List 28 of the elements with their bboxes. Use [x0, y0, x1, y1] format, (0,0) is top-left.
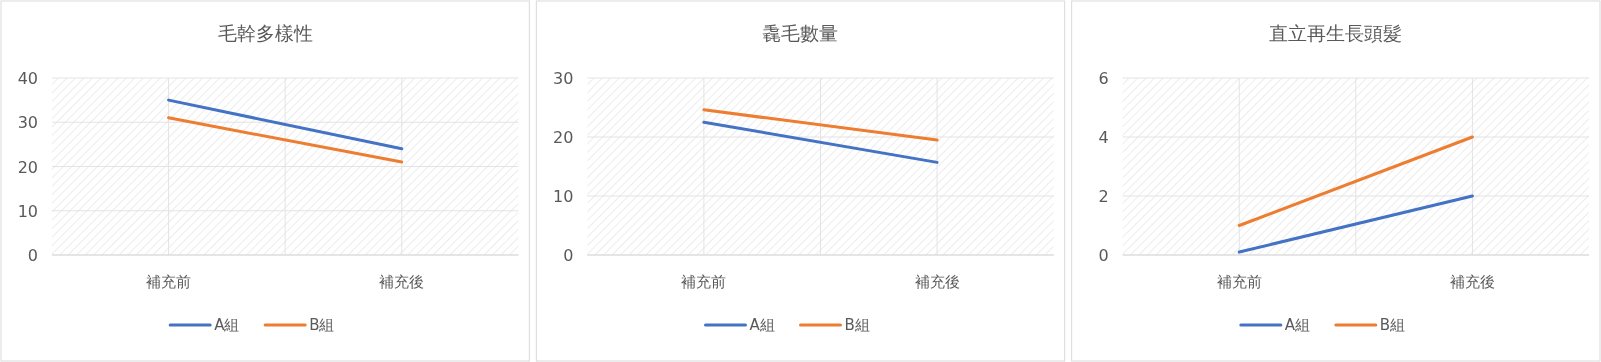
y-tick-label: 20 [552, 128, 574, 147]
x-tick-label: 補充前 [146, 273, 192, 291]
y-tick-label: 20 [17, 157, 38, 177]
chart-title: 毛幹多樣性 [217, 22, 313, 44]
y-tick-label: 0 [563, 246, 574, 265]
legend-label: A組 [214, 316, 240, 334]
y-tick-label: 30 [552, 69, 574, 88]
y-tick-label: 30 [17, 113, 38, 133]
y-tick-label: 4 [1098, 128, 1109, 147]
x-tick-label: 補充前 [1216, 273, 1262, 291]
y-tick-label: 0 [27, 246, 38, 265]
legend-label: A組 [1284, 316, 1311, 334]
y-tick-label: 40 [17, 69, 38, 88]
chart-title: 毳毛數量 [762, 22, 839, 44]
y-tick-label: 6 [1098, 69, 1109, 88]
y-tick-label: 10 [17, 201, 38, 221]
legend-label: B組 [1379, 316, 1406, 334]
y-tick-label: 0 [1098, 246, 1109, 265]
chart-title: 直立再生長頭髮 [1269, 22, 1403, 44]
x-tick-label: 補充前 [681, 273, 727, 291]
x-tick-label: 補充後 [914, 273, 960, 291]
x-tick-label: 補充後 [379, 273, 425, 291]
legend-label: B組 [309, 316, 335, 334]
legend-label: A組 [749, 316, 775, 334]
x-tick-label: 補充後 [1449, 273, 1495, 291]
legend-label: B組 [844, 316, 870, 334]
y-tick-label: 2 [1098, 187, 1109, 206]
y-tick-label: 10 [552, 187, 574, 206]
